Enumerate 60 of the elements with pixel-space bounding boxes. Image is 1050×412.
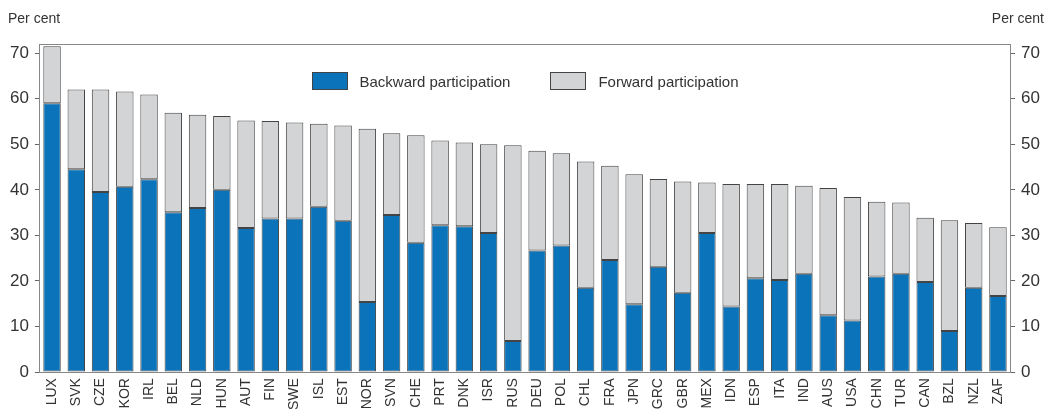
x-tick-label: ZAF xyxy=(988,378,1005,405)
x-tick-label: POL xyxy=(552,377,569,407)
x-tick-label: NLD xyxy=(188,378,205,407)
y2-tick-label: 20 xyxy=(1021,270,1041,290)
x-tick-label: MEX xyxy=(697,377,714,409)
x-tick-label: EST xyxy=(333,377,350,406)
y2-tick-label: 40 xyxy=(1021,179,1041,199)
x-tick-label: SWE xyxy=(285,378,302,410)
y-tick-label: 50 xyxy=(9,133,29,153)
x-tick-label: PRT xyxy=(430,377,447,406)
y-tick-label: 20 xyxy=(9,270,29,290)
y2-axis-title: Per cent xyxy=(991,10,1044,26)
legend-label: Forward participation xyxy=(598,72,739,90)
x-tick-label: DNK xyxy=(455,377,472,408)
x-tick-label: SVN xyxy=(382,378,399,407)
y-tick-label: 30 xyxy=(9,225,29,245)
x-tick-label: FIN xyxy=(261,378,278,401)
y-tick-label: 70 xyxy=(9,42,29,62)
x-tick-label: BZL xyxy=(940,377,957,404)
x-tick-label: HUN xyxy=(212,378,229,409)
x-tick-label: SVK xyxy=(67,377,84,407)
x-tick-label: ESP xyxy=(746,378,763,407)
x-tick-label: IND xyxy=(794,378,811,403)
x-tick-label: GBR xyxy=(673,378,690,409)
y-tick-label: 60 xyxy=(9,88,29,108)
x-tick-label: TUR xyxy=(891,378,908,407)
x-tick-label: CHE xyxy=(406,378,423,408)
x-tick-label: LUX xyxy=(42,377,59,406)
x-tick-label: IRL xyxy=(139,377,156,400)
x-tick-label: BEL xyxy=(164,377,181,405)
y2-tick-label: 0 xyxy=(1021,361,1031,381)
legend-label: Backward participation xyxy=(359,72,511,90)
x-tick-label: JPN xyxy=(625,378,641,405)
x-tick-label: FRA xyxy=(600,377,617,407)
y2-tick-label: 70 xyxy=(1021,42,1041,62)
y2-tick-label: 60 xyxy=(1021,88,1041,108)
x-tick-label: CZE xyxy=(91,378,108,407)
y2-tick-label: 10 xyxy=(1021,316,1041,336)
x-tick-label: CHL xyxy=(576,377,593,407)
x-tick-label: AUS xyxy=(819,378,836,407)
x-tick-label: ITA xyxy=(770,377,787,399)
x-tick-label: KOR xyxy=(115,378,132,409)
x-tick-label: CAN xyxy=(916,378,933,408)
x-tick-label: IDN xyxy=(722,378,739,403)
y-tick-label: 0 xyxy=(19,361,29,381)
x-tick-label: CHN xyxy=(867,378,884,409)
x-tick-label: DEU xyxy=(527,378,544,408)
x-tick-label: ISR xyxy=(479,378,496,402)
y-axis-title: Per cent xyxy=(8,10,61,26)
x-tick-label: AUT xyxy=(236,377,253,407)
x-tick-label: ISL xyxy=(309,377,326,400)
x-tick-label: NOR xyxy=(358,378,375,410)
y-tick-label: 40 xyxy=(9,179,29,199)
x-tick-label: RUS xyxy=(503,378,520,408)
x-tick-label: USA xyxy=(843,377,860,407)
y-tick-label: 10 xyxy=(9,316,29,336)
x-tick-label: NZL xyxy=(964,377,981,405)
y2-tick-label: 30 xyxy=(1021,225,1041,245)
y2-tick-label: 50 xyxy=(1021,133,1041,153)
x-tick-label: GRC xyxy=(649,378,666,410)
